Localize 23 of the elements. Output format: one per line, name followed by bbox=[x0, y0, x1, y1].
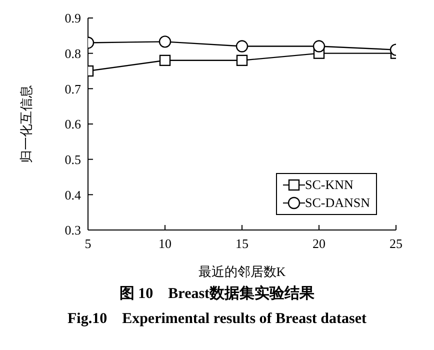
y-tick-label: 0.8 bbox=[64, 46, 81, 61]
y-tick-label: 0.5 bbox=[64, 152, 81, 167]
x-axis-title: 最近的邻居数K bbox=[198, 264, 286, 279]
y-axis-title: 归一化互信息 bbox=[18, 85, 34, 163]
x-tick-label: 20 bbox=[312, 236, 326, 252]
y-tick-label: 0.7 bbox=[64, 81, 82, 96]
x-tick-label: 15 bbox=[236, 236, 248, 252]
point bbox=[312, 40, 326, 52]
y-tick-label: 0.3 bbox=[64, 222, 81, 238]
y-tick-label: 0.6 bbox=[64, 116, 82, 132]
text: Fig.10 Experimental results of Breast dataset bbox=[66, 310, 368, 328]
legend-label: SC-KNN bbox=[305, 176, 354, 194]
point bbox=[236, 40, 248, 52]
x-tick-label: 10 bbox=[158, 236, 172, 252]
point bbox=[236, 54, 248, 66]
x-tick-label: 25 bbox=[390, 236, 402, 252]
legend-label: SC-DANSN bbox=[305, 194, 370, 212]
y-tick-label: 0.4 bbox=[64, 187, 82, 202]
text: 图 10 Breast数据集实验结果 bbox=[118, 284, 316, 303]
point bbox=[158, 36, 172, 48]
point bbox=[159, 54, 171, 66]
y-tick-label: 0.9 bbox=[64, 10, 81, 26]
x-tick-label: 5 bbox=[84, 236, 92, 252]
